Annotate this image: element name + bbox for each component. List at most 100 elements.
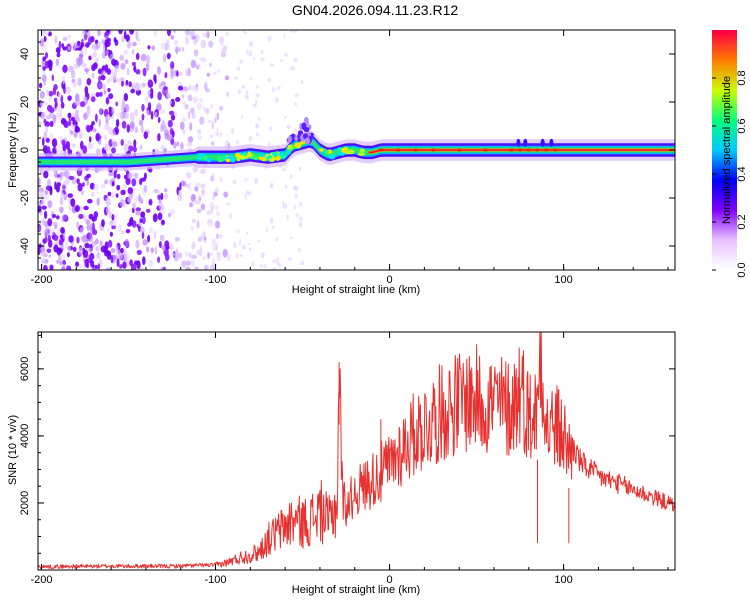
- noise-speckle: [76, 178, 80, 184]
- colorbar-band: [712, 268, 737, 271]
- noise-speckle: [52, 114, 57, 124]
- noise-speckle: [84, 86, 89, 95]
- noise-speckle: [157, 256, 161, 264]
- noise-speckle: [226, 202, 231, 206]
- x-tick-label: -100: [205, 574, 227, 586]
- colorbar-band: [712, 174, 737, 177]
- noise-speckle: [121, 103, 127, 112]
- noise-speckle: [61, 253, 66, 259]
- noise-speckle: [243, 30, 247, 35]
- noise-speckle: [98, 41, 102, 47]
- colorbar-band: [712, 94, 737, 97]
- noise-speckle: [46, 88, 50, 97]
- noise-speckle: [175, 248, 179, 258]
- noise-speckle: [38, 226, 41, 231]
- noise-speckle: [196, 64, 199, 70]
- colorbar-ticks: 0.0 0.2 0.4 0.6 0.8: [712, 70, 748, 278]
- colorbar-band: [712, 68, 737, 71]
- noise-speckle: [56, 215, 60, 220]
- noise-speckle: [95, 92, 100, 98]
- noise-speckle: [128, 145, 134, 152]
- noise-speckle: [83, 96, 87, 103]
- ridge-blob: [239, 154, 246, 160]
- noise-speckle: [88, 136, 92, 143]
- noise-speckle: [164, 253, 170, 262]
- colorbar-band: [712, 238, 737, 241]
- noise-speckle: [41, 69, 46, 75]
- colorbar-band: [712, 160, 737, 163]
- x-tick-label: -100: [205, 274, 227, 286]
- noise-speckle: [120, 189, 126, 196]
- noise-speckle: [58, 239, 64, 246]
- noise-speckle: [255, 99, 258, 106]
- noise-speckle: [66, 265, 72, 270]
- noise-speckle: [106, 68, 112, 75]
- noise-speckle: [293, 57, 298, 62]
- noise-speckle: [82, 145, 88, 155]
- noise-speckle: [53, 244, 59, 253]
- noise-speckle: [232, 179, 237, 185]
- noise-speckle: [215, 243, 218, 252]
- noise-speckle: [260, 49, 264, 55]
- noise-speckle: [202, 231, 206, 237]
- noise-speckle: [120, 247, 124, 254]
- noise-speckle: [215, 205, 219, 210]
- noise-speckle: [157, 66, 161, 75]
- noise-speckle: [106, 78, 111, 84]
- noise-speckle: [189, 202, 194, 208]
- noise-speckle: [110, 247, 116, 253]
- colorbar-band: [712, 116, 737, 119]
- ridge-hotspot: [552, 148, 558, 152]
- snr-frame: [37, 331, 676, 571]
- ridge-hotspot: [482, 148, 488, 152]
- noise-speckle: [212, 242, 216, 252]
- noise-speckle: [39, 39, 45, 47]
- colorbar-band: [712, 78, 737, 81]
- noise-speckle: [82, 234, 87, 244]
- colorbar-band: [712, 104, 737, 107]
- noise-speckle: [148, 79, 153, 84]
- noise-speckle: [45, 30, 50, 36]
- colorbar-band: [712, 252, 737, 255]
- noise-speckle: [44, 210, 48, 219]
- noise-speckle: [55, 184, 61, 193]
- noise-speckle: [86, 224, 90, 232]
- colorbar-band: [712, 82, 737, 85]
- noise-speckle: [215, 233, 219, 240]
- noise-speckle: [203, 240, 207, 244]
- colorbar-band: [712, 156, 737, 159]
- noise-speckle: [163, 192, 169, 200]
- noise-speckle: [241, 244, 247, 250]
- colorbar-band: [712, 222, 737, 225]
- colorbar-band: [712, 212, 737, 215]
- noise-speckle: [166, 52, 171, 60]
- colorbar-band: [712, 130, 737, 133]
- colorbar-band: [712, 236, 737, 239]
- noise-speckle: [170, 61, 175, 70]
- colorbar-band: [712, 258, 737, 261]
- noise-speckle: [161, 219, 165, 226]
- noise-speckle: [190, 225, 195, 231]
- signal-ridge: [38, 117, 675, 171]
- noise-speckle: [164, 188, 168, 193]
- noise-speckle: [161, 245, 166, 251]
- noise-speckle: [225, 31, 229, 36]
- noise-speckle: [227, 253, 231, 262]
- noise-speckle: [142, 256, 146, 266]
- ridge-blob: [247, 151, 252, 157]
- noise-speckle: [275, 236, 278, 242]
- noise-speckle: [147, 102, 152, 111]
- noise-speckle: [239, 239, 242, 246]
- noise-speckle: [70, 130, 73, 136]
- noise-speckle: [206, 210, 209, 216]
- noise-speckle: [70, 112, 76, 117]
- noise-speckle: [196, 199, 201, 205]
- noise-speckle: [225, 140, 230, 144]
- noise-speckle: [59, 206, 64, 214]
- noise-speckle: [89, 252, 95, 261]
- noise-speckle: [51, 74, 54, 82]
- noise-speckle: [135, 30, 139, 40]
- noise-speckle: [104, 123, 110, 131]
- noise-speckle: [129, 30, 135, 35]
- noise-speckle: [48, 90, 54, 97]
